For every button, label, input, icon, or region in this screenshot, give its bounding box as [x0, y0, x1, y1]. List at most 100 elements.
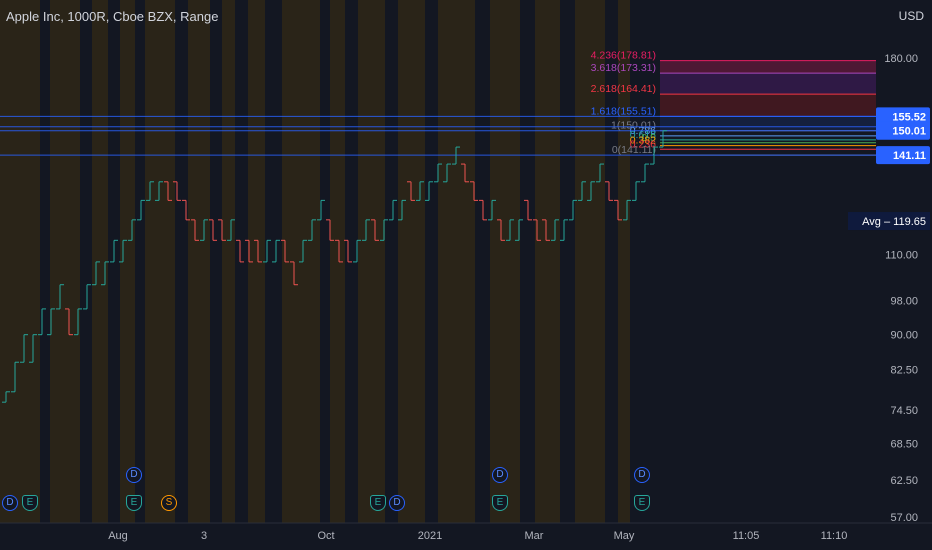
range-bar — [74, 308, 82, 336]
range-bar — [506, 219, 514, 241]
fib-zone — [660, 116, 876, 131]
y-tick-label: 90.00 — [890, 330, 918, 342]
range-bar — [488, 199, 496, 221]
avg-price-tag — [848, 212, 930, 231]
range-bar — [461, 163, 469, 183]
range-bar — [29, 334, 37, 363]
session-band — [135, 0, 145, 523]
x-tick-label: 2021 — [418, 530, 442, 542]
range-bar — [92, 261, 100, 286]
session-band — [398, 0, 425, 523]
session-band — [358, 0, 385, 523]
range-bar — [38, 308, 46, 336]
session-band — [222, 0, 235, 523]
range-bar — [47, 308, 55, 336]
range-bar — [83, 284, 91, 310]
x-tick-label: Mar — [525, 530, 544, 542]
earnings-event-icon[interactable]: E — [126, 495, 142, 511]
y-tick-label: 98.00 — [890, 296, 918, 308]
range-bar — [650, 146, 658, 165]
range-bar — [236, 239, 244, 263]
fib-level-label: 0.5 — [641, 132, 656, 144]
earnings-event-icon[interactable]: E — [492, 495, 508, 511]
range-bar — [434, 163, 442, 183]
range-bar — [335, 239, 343, 263]
range-bar — [389, 199, 397, 221]
dividend-event-icon[interactable]: D — [126, 467, 142, 483]
range-bar — [11, 361, 19, 393]
range-bar — [560, 219, 568, 241]
session-band — [50, 0, 80, 523]
range-bar — [20, 334, 28, 363]
fib-level-label: 1.618(155.51) — [591, 105, 656, 117]
x-tick-label: 11:05 — [733, 530, 760, 542]
range-bar — [551, 219, 559, 241]
session-band — [175, 0, 188, 523]
y-tick-label: 110.00 — [885, 250, 918, 262]
fib-zone — [660, 94, 876, 117]
range-bar — [344, 239, 352, 263]
split-event-icon[interactable]: S — [161, 495, 177, 511]
range-bar — [101, 261, 109, 286]
range-bar — [470, 181, 478, 201]
session-band — [0, 0, 40, 523]
earnings-event-icon[interactable]: E — [22, 495, 38, 511]
earnings-event-icon[interactable]: E — [370, 495, 386, 511]
range-bar — [596, 163, 604, 183]
range-bar — [299, 239, 307, 263]
range-bar — [632, 181, 640, 201]
chart-title: Apple Inc, 1000R, Cboe BZX, Range — [6, 9, 219, 24]
fib-level-label: 1(150.01) — [611, 120, 656, 132]
range-bar — [65, 308, 73, 336]
earnings-event-icon[interactable]: E — [634, 495, 650, 511]
range-bar — [362, 219, 370, 241]
fib-level-label: 3.618(173.31) — [591, 62, 656, 74]
session-band — [320, 0, 330, 523]
session-band — [145, 0, 175, 523]
range-bar — [578, 181, 586, 201]
session-band — [425, 0, 438, 523]
price-tag-label: 150.01 — [892, 126, 926, 138]
range-bar — [479, 199, 487, 221]
range-bar — [2, 391, 10, 403]
fib-level-label: 4.236(178.81) — [591, 50, 656, 62]
dividend-event-icon[interactable]: D — [389, 495, 405, 511]
price-tag — [876, 121, 930, 140]
range-bar — [641, 163, 649, 183]
range-bar — [515, 219, 523, 241]
session-band — [605, 0, 618, 523]
dividend-event-icon[interactable]: D — [634, 467, 650, 483]
y-tick-label: 57.00 — [890, 512, 918, 524]
y-tick-label: 180.00 — [884, 53, 918, 65]
x-tick-label: 11:10 — [821, 530, 848, 542]
session-band — [475, 0, 490, 523]
session-band — [438, 0, 475, 523]
fib-level-label: 2.618(164.41) — [591, 83, 656, 95]
currency-selector[interactable]: USD — [899, 9, 924, 23]
range-bar — [290, 261, 298, 286]
range-bar — [524, 199, 532, 221]
currency-label: USD — [898, 9, 924, 23]
session-band — [618, 0, 630, 523]
range-bar — [200, 219, 208, 241]
range-bar — [317, 199, 325, 221]
range-bar — [614, 199, 622, 221]
dividend-event-icon[interactable]: D — [2, 495, 18, 511]
session-band — [385, 0, 398, 523]
fib-level-label: 0.618 — [630, 129, 656, 141]
fib-level-label: 0(141.11) — [612, 144, 656, 156]
y-tick-label: 62.50 — [890, 475, 918, 487]
range-bar — [497, 219, 505, 241]
range-bar — [425, 181, 433, 201]
range-bar — [542, 219, 550, 241]
dividend-event-icon[interactable]: D — [492, 467, 508, 483]
range-bar — [128, 219, 136, 241]
range-bar — [146, 181, 154, 201]
range-bar — [119, 239, 127, 263]
fib-level-label: 0.382 — [630, 135, 656, 147]
range-bar — [659, 130, 667, 148]
x-tick-label: Aug — [108, 530, 128, 542]
range-bar — [398, 199, 406, 221]
range-bar — [623, 199, 631, 221]
